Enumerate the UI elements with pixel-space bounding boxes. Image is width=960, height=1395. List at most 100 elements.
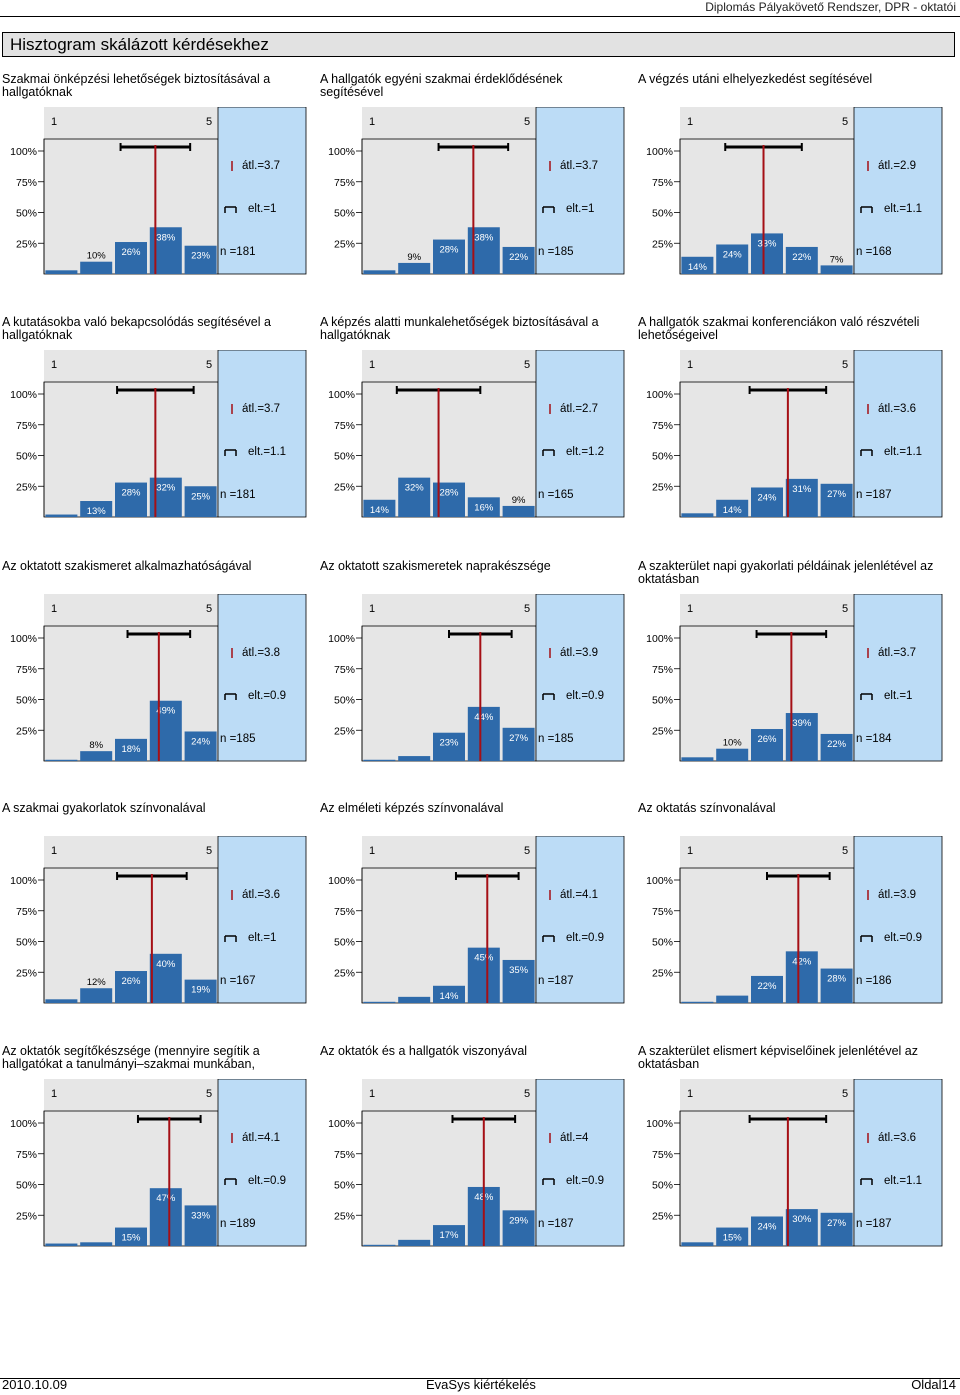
scale-high-label: 5 bbox=[524, 359, 530, 371]
histogram-bar bbox=[751, 975, 783, 1003]
y-tick-label: 50% bbox=[334, 1180, 355, 1192]
y-tick-label: 100% bbox=[646, 633, 673, 645]
histogram-bar bbox=[785, 1209, 818, 1246]
scale-high-label: 5 bbox=[206, 603, 212, 615]
y-tick-label: 75% bbox=[16, 420, 37, 432]
mean-label: átl.=4 bbox=[560, 1132, 589, 1144]
summary-panel bbox=[535, 836, 625, 1004]
histogram-bar bbox=[820, 733, 853, 761]
histogram-bar bbox=[716, 995, 749, 1003]
scale-high-label: 5 bbox=[524, 116, 530, 128]
histogram-bar bbox=[184, 1205, 217, 1246]
histogram-bar bbox=[681, 1001, 714, 1003]
y-tick-label: 50% bbox=[16, 451, 37, 463]
scale-low-label: 1 bbox=[51, 603, 57, 615]
y-tick-label: 75% bbox=[652, 177, 673, 189]
histogram-chart: 15100%75%50%25%17%48%29%átl.=4elt.=0.9n … bbox=[328, 1079, 625, 1247]
y-tick-label: 100% bbox=[328, 633, 355, 645]
y-tick-label: 75% bbox=[334, 177, 355, 189]
bar-value-label: 15% bbox=[723, 1233, 743, 1244]
histogram-bar bbox=[433, 985, 465, 1003]
summary-panel bbox=[535, 350, 625, 518]
histogram-bar bbox=[502, 505, 535, 517]
sd-label: elt.=0.9 bbox=[566, 932, 604, 944]
sd-legend-marker bbox=[542, 449, 555, 456]
histogram-bar bbox=[45, 999, 78, 1003]
histogram-bar bbox=[502, 246, 535, 274]
histogram-bar bbox=[681, 513, 714, 517]
bar-value-label: 23% bbox=[191, 251, 211, 262]
sd-label: elt.=1 bbox=[248, 932, 276, 944]
y-tick-label: 75% bbox=[652, 1149, 673, 1161]
n-label: n =168 bbox=[856, 246, 892, 258]
scale-low-label: 1 bbox=[51, 845, 57, 857]
page-title-box bbox=[2, 32, 955, 57]
bar-value-label: 44% bbox=[474, 712, 494, 723]
y-tick-label: 75% bbox=[16, 664, 37, 676]
histogram-bar bbox=[45, 1243, 78, 1246]
y-tick-label: 50% bbox=[652, 937, 673, 949]
histogram-bar bbox=[467, 497, 500, 517]
footer-date: 2010.10.09 bbox=[2, 1377, 68, 1392]
histogram-bar bbox=[785, 478, 818, 517]
histogram-bar bbox=[398, 477, 431, 517]
bar-value-label: 31% bbox=[792, 484, 812, 495]
mean-label: átl.=3.6 bbox=[878, 403, 916, 415]
y-tick-label: 75% bbox=[334, 1149, 355, 1161]
n-label: n =165 bbox=[538, 489, 574, 501]
histogram-bar bbox=[398, 996, 431, 1003]
sd-legend-marker bbox=[224, 1178, 237, 1185]
histogram-bar bbox=[80, 1242, 113, 1246]
bar-value-label: 22% bbox=[757, 981, 777, 992]
summary-panel bbox=[217, 1079, 307, 1247]
histogram-bar bbox=[115, 971, 147, 1003]
header-divider bbox=[0, 16, 960, 17]
bar-value-label: 14% bbox=[723, 505, 743, 516]
mean-label: átl.=3.6 bbox=[878, 1132, 916, 1144]
n-label: n =187 bbox=[856, 489, 892, 501]
histogram-bar bbox=[80, 751, 113, 761]
y-tick-label: 25% bbox=[652, 725, 673, 737]
bar-value-label: 22% bbox=[792, 252, 812, 263]
scale-high-label: 5 bbox=[842, 845, 848, 857]
n-label: n =185 bbox=[538, 246, 574, 258]
sd-legend-marker bbox=[542, 206, 555, 213]
y-tick-label: 25% bbox=[652, 967, 673, 979]
scale-low-label: 1 bbox=[687, 1088, 693, 1100]
histogram-bar bbox=[363, 1001, 396, 1003]
histogram-bar bbox=[184, 486, 217, 517]
bar-value-label: 49% bbox=[156, 706, 176, 717]
bar-value-label: 17% bbox=[439, 1230, 459, 1241]
bar-value-label: 30% bbox=[792, 1214, 812, 1225]
bar-value-label: 12% bbox=[87, 977, 107, 988]
histogram-bar bbox=[184, 731, 217, 761]
summary-panel bbox=[535, 107, 625, 275]
mean-label: átl.=4.1 bbox=[560, 889, 598, 901]
sd-legend-marker bbox=[542, 935, 555, 942]
mean-label: átl.=3.7 bbox=[242, 403, 280, 415]
scale-low-label: 1 bbox=[369, 1088, 375, 1100]
footer-page: Oldal14 bbox=[911, 1377, 956, 1392]
question-title: A hallgatók szakmai konferenciákon való … bbox=[638, 315, 920, 342]
y-tick-label: 50% bbox=[16, 208, 37, 220]
histogram-bar bbox=[751, 729, 783, 761]
histogram-bar bbox=[115, 482, 147, 517]
n-label: n =185 bbox=[538, 733, 574, 745]
question-title: A végzés utáni elhelyezkedést segítéséve… bbox=[638, 72, 873, 86]
histogram-bar bbox=[751, 487, 783, 517]
summary-panel bbox=[217, 594, 307, 762]
histogram-bar bbox=[785, 246, 818, 274]
y-tick-label: 50% bbox=[16, 937, 37, 949]
bar-value-label: 33% bbox=[191, 1210, 211, 1221]
bar-value-label: 35% bbox=[509, 965, 529, 976]
summary-panel bbox=[853, 594, 943, 762]
scale-high-label: 5 bbox=[206, 359, 212, 371]
scale-high-label: 5 bbox=[524, 603, 530, 615]
y-tick-label: 25% bbox=[334, 1210, 355, 1222]
histogram-chart: 1 5 100% 75% 50% 25% 15% 47% 33% átl.=4.1 elt.=0.9… bbox=[10, 1079, 307, 1247]
bar-value-label: 24% bbox=[723, 249, 743, 260]
histogram-bar bbox=[751, 1216, 783, 1246]
y-tick-label: 50% bbox=[334, 695, 355, 707]
y-tick-label: 50% bbox=[652, 1180, 673, 1192]
histogram-bar bbox=[716, 244, 749, 274]
